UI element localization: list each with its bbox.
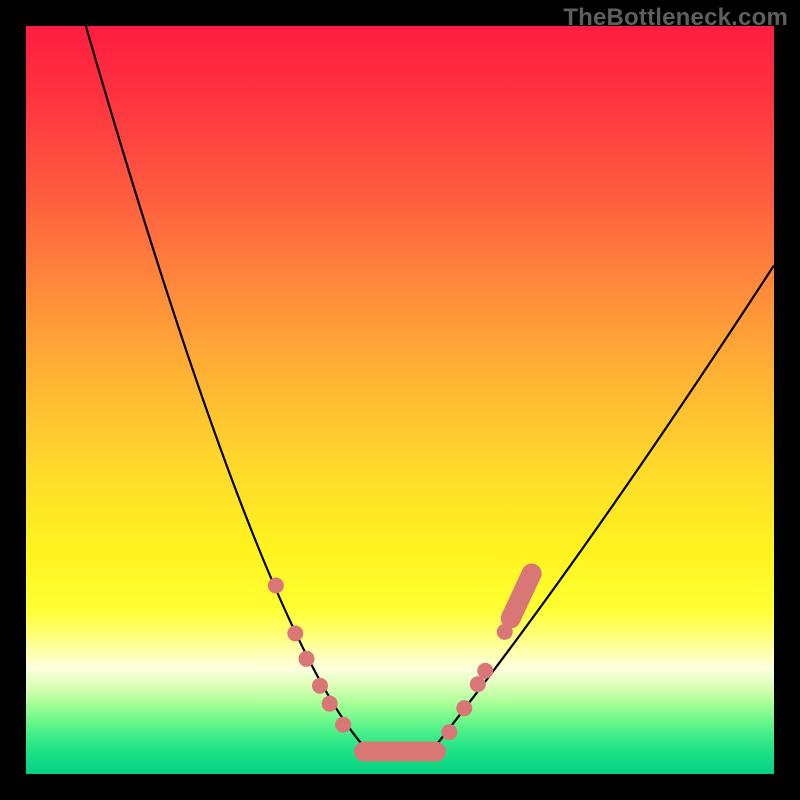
curve-marker-dot [322, 696, 338, 712]
curve-marker-dot [268, 578, 284, 594]
curve-marker-dot [441, 724, 457, 740]
curve-marker-capsule [511, 574, 532, 619]
curve-marker-dot [312, 678, 328, 694]
curve-marker-dot [298, 651, 314, 667]
curve-marker-dot [456, 700, 472, 716]
curve-markers [268, 574, 532, 752]
v-curve [86, 26, 774, 753]
curve-marker-dot [287, 625, 303, 641]
curve-marker-dot [335, 717, 351, 733]
watermark-text: TheBottleneck.com [563, 4, 788, 32]
curve-marker-dot [477, 663, 493, 679]
v-curve-layer [26, 26, 774, 774]
chart-stage: TheBottleneck.com [0, 0, 800, 800]
plot-area [26, 26, 774, 774]
curve-marker-dot [470, 676, 486, 692]
